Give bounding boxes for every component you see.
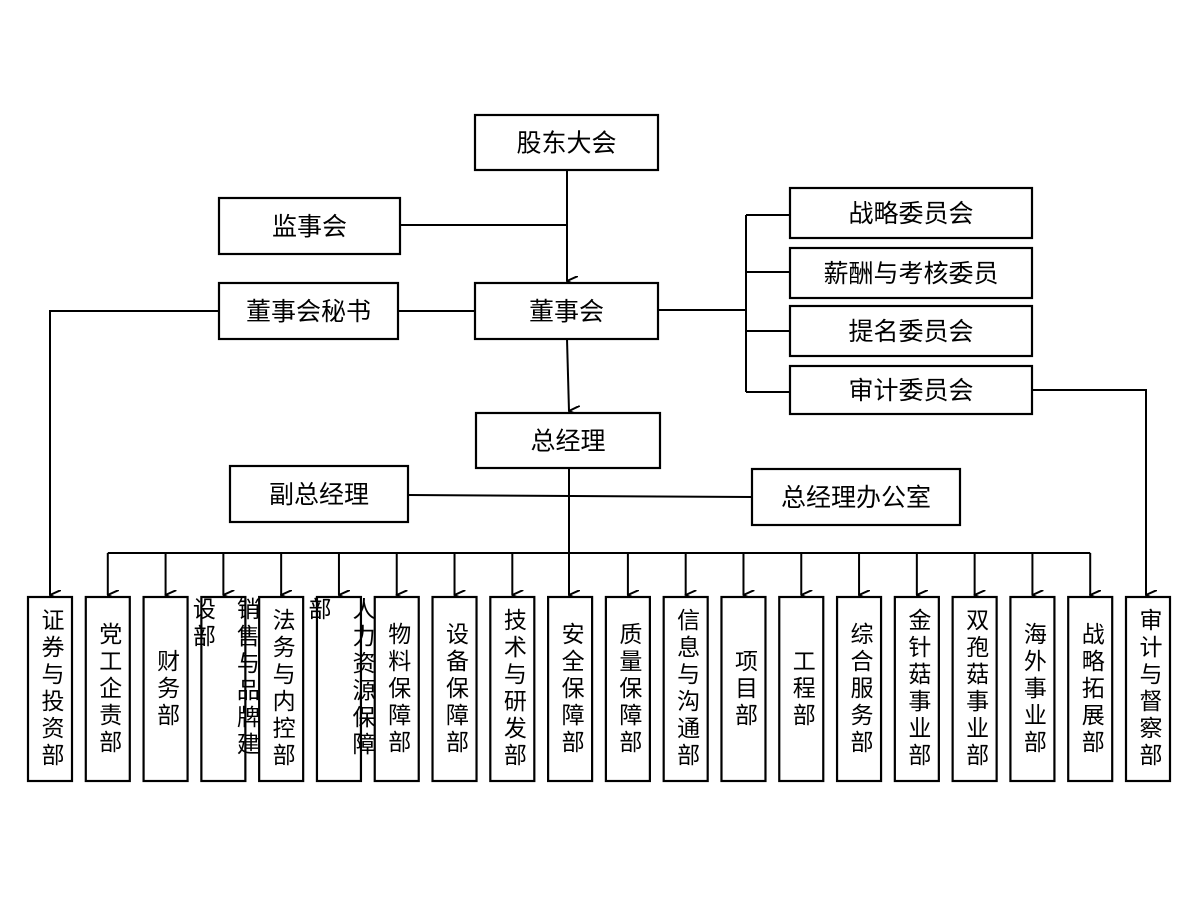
board-secretary-box — [217, 281, 400, 341]
department-box — [26, 595, 74, 783]
department-box — [373, 595, 420, 783]
board-of-supervisors-label: 监事会 — [272, 212, 347, 241]
department-label: 人力资源保障部 — [303, 597, 374, 759]
department-label: 安全保障部 — [557, 621, 584, 757]
department-label: 海外事业部 — [1019, 621, 1046, 757]
shareholders-meeting-box — [473, 113, 660, 172]
department-label: 证券与投资部 — [37, 608, 63, 770]
board-of-supervisors-box — [217, 196, 402, 256]
department-box — [200, 595, 247, 783]
department-box — [778, 595, 825, 783]
department-box — [720, 595, 767, 783]
department-label: 审计与督察部 — [1135, 608, 1161, 770]
department-box — [1009, 595, 1056, 783]
department-box — [258, 595, 305, 783]
connector-lines — [49, 170, 1146, 595]
gm-office-label: 总经理办公室 — [781, 483, 931, 512]
secretary-to-securities-arrow — [49, 310, 219, 595]
committee-1-label: 薪酬与考核委员 — [823, 259, 998, 288]
deputy-general-manager-box — [228, 464, 410, 524]
deputy-office-line — [407, 494, 753, 498]
department-box — [315, 595, 363, 783]
department-label: 金针菇事业部 — [903, 608, 930, 770]
department-label: 技术与研发部 — [499, 608, 526, 770]
department-box — [84, 595, 131, 783]
committee-3-box — [788, 364, 1034, 416]
committee-0-label: 战略委员会 — [848, 199, 973, 228]
department-label: 物料保障部 — [383, 621, 410, 757]
department-box — [662, 595, 709, 783]
board-of-directors-box — [473, 281, 660, 341]
committee-0-box — [788, 186, 1034, 240]
deputy-general-manager-label: 副总经理 — [269, 480, 369, 509]
shareholders-meeting-label: 股东大会 — [516, 129, 616, 158]
committee-3-label: 审计委员会 — [848, 376, 973, 405]
department-box — [431, 595, 478, 783]
department-label: 法务与内控部 — [268, 608, 295, 770]
gm-office-box — [750, 467, 962, 527]
general-manager-label: 总经理 — [530, 427, 605, 456]
department-box — [1124, 595, 1172, 783]
department-box — [1067, 595, 1114, 783]
board-of-directors-label: 董事会 — [529, 297, 604, 326]
department-label: 项目部 — [730, 648, 757, 730]
department-label: 党工企责部 — [94, 621, 121, 757]
department-box — [489, 595, 536, 783]
department-label: 财务部 — [152, 648, 179, 730]
committee-2-label: 提名委员会 — [848, 317, 973, 346]
department-label: 信息与沟通部 — [672, 608, 699, 770]
department-box — [893, 595, 940, 783]
board-secretary-label: 董事会秘书 — [246, 297, 371, 326]
department-label: 战略拓展部 — [1077, 621, 1104, 757]
board-to-gm-arrow — [566, 338, 569, 411]
department-label: 综合服务部 — [846, 621, 873, 757]
department-box — [835, 595, 883, 783]
department-label: 销售与品牌建设部 — [188, 597, 259, 759]
department-box — [547, 595, 594, 783]
general-manager-box — [474, 411, 662, 470]
department-box — [951, 595, 998, 783]
department-label: 工程部 — [788, 648, 815, 730]
committee-2-box — [788, 304, 1034, 358]
committee-1-box — [788, 246, 1034, 300]
department-box — [142, 595, 189, 783]
department-box — [604, 595, 651, 783]
department-label: 双孢菇事业部 — [961, 608, 988, 770]
audit-committee-to-audit-dept-arrow — [1032, 389, 1146, 595]
department-label: 质量保障部 — [614, 621, 641, 757]
department-label: 设备保障部 — [441, 621, 468, 757]
